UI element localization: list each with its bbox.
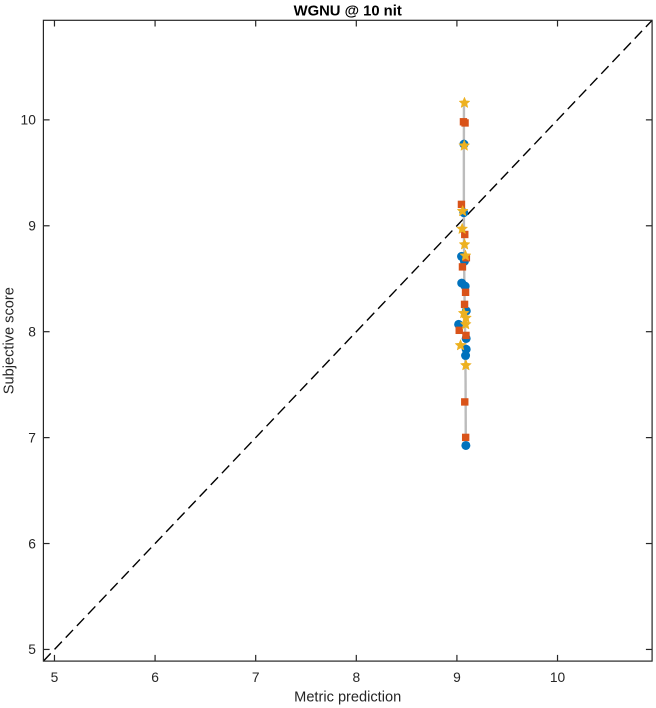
star-markers bbox=[454, 96, 472, 371]
y-tick-label: 9 bbox=[28, 219, 36, 234]
y-tick-label: 6 bbox=[28, 536, 36, 551]
scatter-point-square bbox=[460, 300, 469, 309]
y-tick-label: 7 bbox=[28, 430, 36, 445]
x-tick-label: 9 bbox=[453, 670, 461, 685]
x-tick-label: 10 bbox=[550, 670, 566, 685]
axes-box: 5 6 7 8 9 10 5 6 7 8 9 10 bbox=[21, 19, 653, 685]
scatter-point-pentagram bbox=[459, 359, 472, 371]
plot-box-border bbox=[42, 19, 653, 662]
y-tick-label: 5 bbox=[28, 642, 36, 657]
x-tick-label: 8 bbox=[352, 670, 360, 685]
y-tick-label: 8 bbox=[28, 324, 36, 339]
x-axis-label: Metric prediction bbox=[294, 690, 401, 706]
scatter-point-square bbox=[461, 288, 470, 296]
scatter-point-pentagram bbox=[456, 222, 469, 235]
scatter-point-pentagram bbox=[458, 238, 471, 250]
scatter-point-pentagram bbox=[456, 204, 469, 217]
scatter-point-circle bbox=[461, 351, 471, 361]
scatter-point-circle bbox=[461, 440, 471, 450]
x-tick-label: 5 bbox=[51, 670, 59, 685]
scatter-point-pentagram bbox=[458, 96, 471, 109]
scatter-point-square bbox=[458, 263, 467, 271]
scatter-point-square bbox=[461, 433, 470, 442]
scatter-point-square bbox=[461, 119, 469, 127]
scatter-point-square bbox=[457, 200, 466, 209]
scatter-point-pentagram bbox=[458, 139, 471, 151]
scatter-point-circle bbox=[460, 281, 470, 291]
x-tick-label: 6 bbox=[151, 670, 159, 685]
scatter-point-pentagram bbox=[454, 339, 467, 351]
data-points bbox=[454, 96, 472, 450]
identity-line bbox=[42, 19, 653, 662]
scatter-point-square bbox=[455, 326, 463, 335]
chart-title: WGNU @ 10 nit bbox=[294, 4, 402, 20]
y-tick-label: 10 bbox=[21, 113, 37, 128]
scatter-point-square bbox=[462, 331, 470, 340]
scatter-point-square bbox=[461, 398, 469, 406]
y-axis-label: Subjective score bbox=[2, 287, 18, 394]
x-tick-label: 7 bbox=[252, 670, 260, 685]
square-markers bbox=[455, 118, 471, 442]
scatter-point-pentagram bbox=[459, 318, 472, 330]
scatter-point-square bbox=[461, 230, 469, 239]
scatter-point-pentagram bbox=[459, 249, 472, 261]
